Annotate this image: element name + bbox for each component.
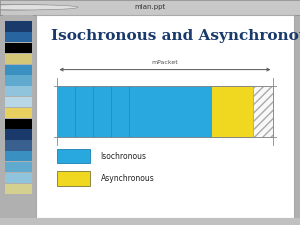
- Bar: [253, 86, 273, 137]
- Text: Isochronous and Asynchronous: Isochronous and Asynchronous: [52, 29, 300, 43]
- Bar: [129, 86, 212, 137]
- Bar: [57, 149, 90, 163]
- Bar: [212, 86, 253, 137]
- Bar: [4, 129, 32, 140]
- Bar: [93, 86, 111, 137]
- Circle shape: [0, 5, 69, 10]
- Text: Isochronous: Isochronous: [100, 152, 146, 161]
- Bar: [4, 21, 32, 32]
- Bar: [4, 162, 32, 172]
- Bar: [4, 43, 32, 53]
- Bar: [4, 140, 32, 151]
- Bar: [4, 32, 32, 42]
- Circle shape: [0, 5, 78, 10]
- Bar: [4, 97, 32, 107]
- Text: Asynchronous: Asynchronous: [100, 174, 154, 183]
- Bar: [4, 86, 32, 97]
- Bar: [4, 54, 32, 64]
- Text: mlan.ppt: mlan.ppt: [134, 4, 166, 10]
- Bar: [57, 171, 90, 186]
- Circle shape: [0, 5, 60, 10]
- Text: mPacket: mPacket: [152, 60, 178, 65]
- Bar: [4, 119, 32, 129]
- Bar: [57, 86, 75, 137]
- Bar: [75, 86, 93, 137]
- Bar: [4, 108, 32, 118]
- Bar: [4, 173, 32, 183]
- Bar: [4, 184, 32, 194]
- Bar: [111, 86, 129, 137]
- Bar: [4, 151, 32, 161]
- Bar: [4, 65, 32, 75]
- Bar: [4, 75, 32, 86]
